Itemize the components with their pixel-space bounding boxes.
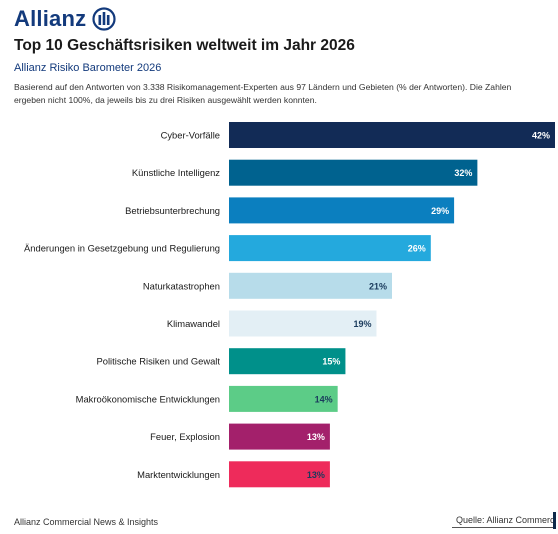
category-label: Feuer, Explosion (150, 431, 220, 442)
value-label: 13% (307, 432, 325, 442)
brand-name: Allianz (14, 6, 87, 31)
bar (229, 197, 455, 224)
value-label: 15% (322, 357, 340, 367)
bar (229, 310, 377, 337)
bar (229, 461, 330, 488)
category-label: Makroökonomische Entwicklungen (76, 393, 220, 404)
category-label: Künstliche Intelligenz (132, 167, 220, 178)
allianz-eagle-icon (92, 7, 116, 31)
page-title: Top 10 Geschäftsrisiken weltweit im Jahr… (14, 37, 355, 54)
value-label: 42% (532, 131, 550, 141)
footer-edge-bar (553, 512, 556, 529)
category-label: Marktentwicklungen (137, 469, 220, 480)
bar (229, 159, 478, 186)
category-label: Politische Risiken und Gewalt (97, 356, 221, 367)
category-label: Klimawandel (167, 318, 220, 329)
page-subtitle: Allianz Risiko Barometer 2026 (14, 62, 162, 74)
value-label: 13% (307, 470, 325, 480)
category-label: Betriebsunterbrechung (125, 205, 220, 216)
brand-logo: Allianz (14, 6, 116, 32)
bar (229, 423, 330, 450)
category-label: Naturkatastrophen (143, 280, 220, 291)
chart-description: Basierend auf den Antworten von 3.338 Ri… (14, 82, 512, 105)
value-label: 21% (369, 281, 387, 291)
bar (229, 385, 338, 412)
bar-chart: Cyber-Vorfälle 42% Künstliche Intelligenz 3… (24, 122, 555, 488)
value-label: 14% (315, 394, 333, 404)
value-label: 29% (431, 206, 449, 216)
footer-source: Quelle: Allianz Commercial (452, 512, 554, 528)
bar (229, 235, 431, 262)
bar (229, 122, 555, 148)
category-label: Änderungen in Gesetzgebung und Regulieru… (24, 243, 220, 254)
value-label: 32% (454, 168, 472, 178)
bar (229, 348, 346, 375)
bar (229, 272, 392, 299)
category-label: Cyber-Vorfälle (161, 130, 220, 141)
footer-publisher: Allianz Commercial News & Insights (14, 517, 159, 527)
value-label: 26% (408, 244, 426, 254)
value-label: 19% (353, 319, 371, 329)
